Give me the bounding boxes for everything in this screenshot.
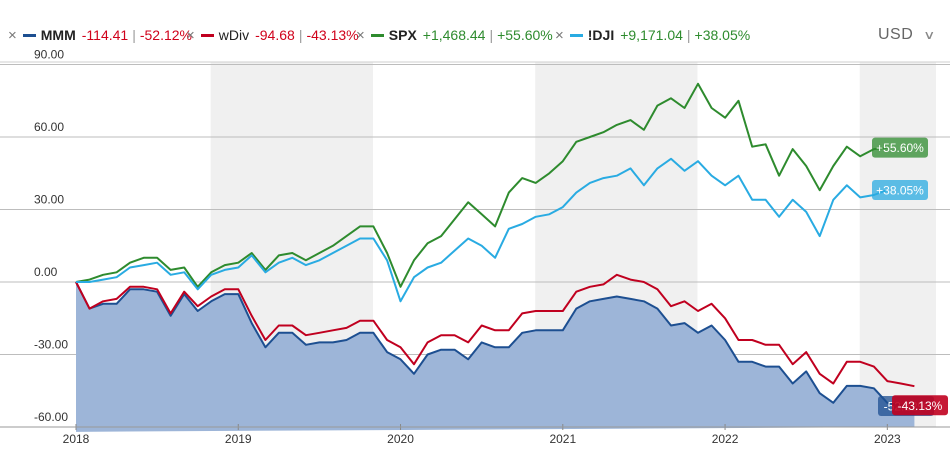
remove-mmm-icon[interactable]: × <box>8 26 17 44</box>
series-line-mmm <box>75 281 915 409</box>
x-tick-label: 2018 <box>63 432 90 446</box>
currency-label: USD <box>878 26 914 43</box>
series-line-dji <box>76 157 888 303</box>
y-tick-label: 60.00 <box>34 120 64 134</box>
x-tick-label: 2019 <box>225 432 252 446</box>
chevron-down-icon: ∨ <box>923 28 937 42</box>
wdiv-swatch <box>200 33 214 37</box>
shaded-band <box>859 62 936 427</box>
x-axis: 2018 2019 2020 2021 2022 2023 <box>0 424 950 446</box>
currency-selector[interactable]: USD ∨ <box>878 22 937 48</box>
y-tick-label: 90.00 <box>34 48 64 62</box>
end-label-text: +38.05% <box>876 184 924 198</box>
legend-item-dji: × !DJI +9,171.04 | +38.05% <box>555 26 751 44</box>
legend-name: wDiv <box>218 27 250 43</box>
legend-change: +9,171.04 <box>620 27 683 43</box>
series-line-spx <box>75 82 888 288</box>
end-label-text: +55.60% <box>876 141 924 155</box>
mmm-swatch <box>22 33 36 37</box>
legend-item-mmm: × MMM -114.41 | -52.12% <box>8 26 193 44</box>
x-tick-label: 2022 <box>712 432 739 446</box>
legend-pct: +38.05% <box>694 27 751 43</box>
mmm-area <box>76 282 915 432</box>
legend-change: -114.41 <box>81 27 129 43</box>
legend-pct: -43.13% <box>306 27 359 43</box>
remove-spx-icon[interactable]: × <box>356 26 365 44</box>
legend-pct: +55.60% <box>497 27 553 43</box>
y-tick-label: 30.00 <box>34 193 64 207</box>
y-tick-label: -60.00 <box>34 410 68 424</box>
end-label-box <box>872 180 928 201</box>
legend-change: -94.68 <box>255 27 295 43</box>
end-label-spx: +55.60% <box>872 137 928 158</box>
end-label-dji: +38.05% <box>872 180 928 201</box>
legend-pct: -52.12% <box>139 27 193 43</box>
mmm-area-fill <box>76 282 915 432</box>
dji-swatch <box>569 33 583 37</box>
end-label-text: -43.13% <box>898 399 943 413</box>
x-tick-label: 2020 <box>387 432 414 446</box>
legend-item-spx: × SPX +1,468.44 | +55.60% <box>356 26 553 44</box>
end-label-wdiv: -43.13% <box>892 395 948 416</box>
legend: × MMM -114.41 | -52.12% × wDiv -94.68 | … <box>0 22 950 48</box>
x-tick-label: 2023 <box>874 432 901 446</box>
legend-name: !DJI <box>587 27 615 43</box>
legend-name: SPX <box>388 27 417 43</box>
end-label-box <box>872 137 928 158</box>
remove-wdiv-icon[interactable]: × <box>186 26 195 44</box>
legend-name: MMM <box>40 27 76 43</box>
series-lines <box>75 82 915 409</box>
y-tick-label: -30.00 <box>34 338 68 352</box>
series-line-wdiv <box>75 273 915 388</box>
end-labels: -52.12%-43.13%+55.60%+38.05% <box>872 137 948 416</box>
x-tick-label: 2021 <box>549 432 576 446</box>
end-label-box <box>892 395 948 416</box>
y-tick-label: 0.00 <box>34 265 58 279</box>
remove-dji-icon[interactable]: × <box>555 26 564 44</box>
legend-item-wdiv: × wDiv -94.68 | -43.13% <box>186 26 359 44</box>
y-axis: 90.00 60.00 30.00 0.00 -30.00 -60.00 <box>34 48 68 425</box>
legend-change: +1,468.44 <box>422 27 486 43</box>
spx-swatch <box>370 33 384 37</box>
